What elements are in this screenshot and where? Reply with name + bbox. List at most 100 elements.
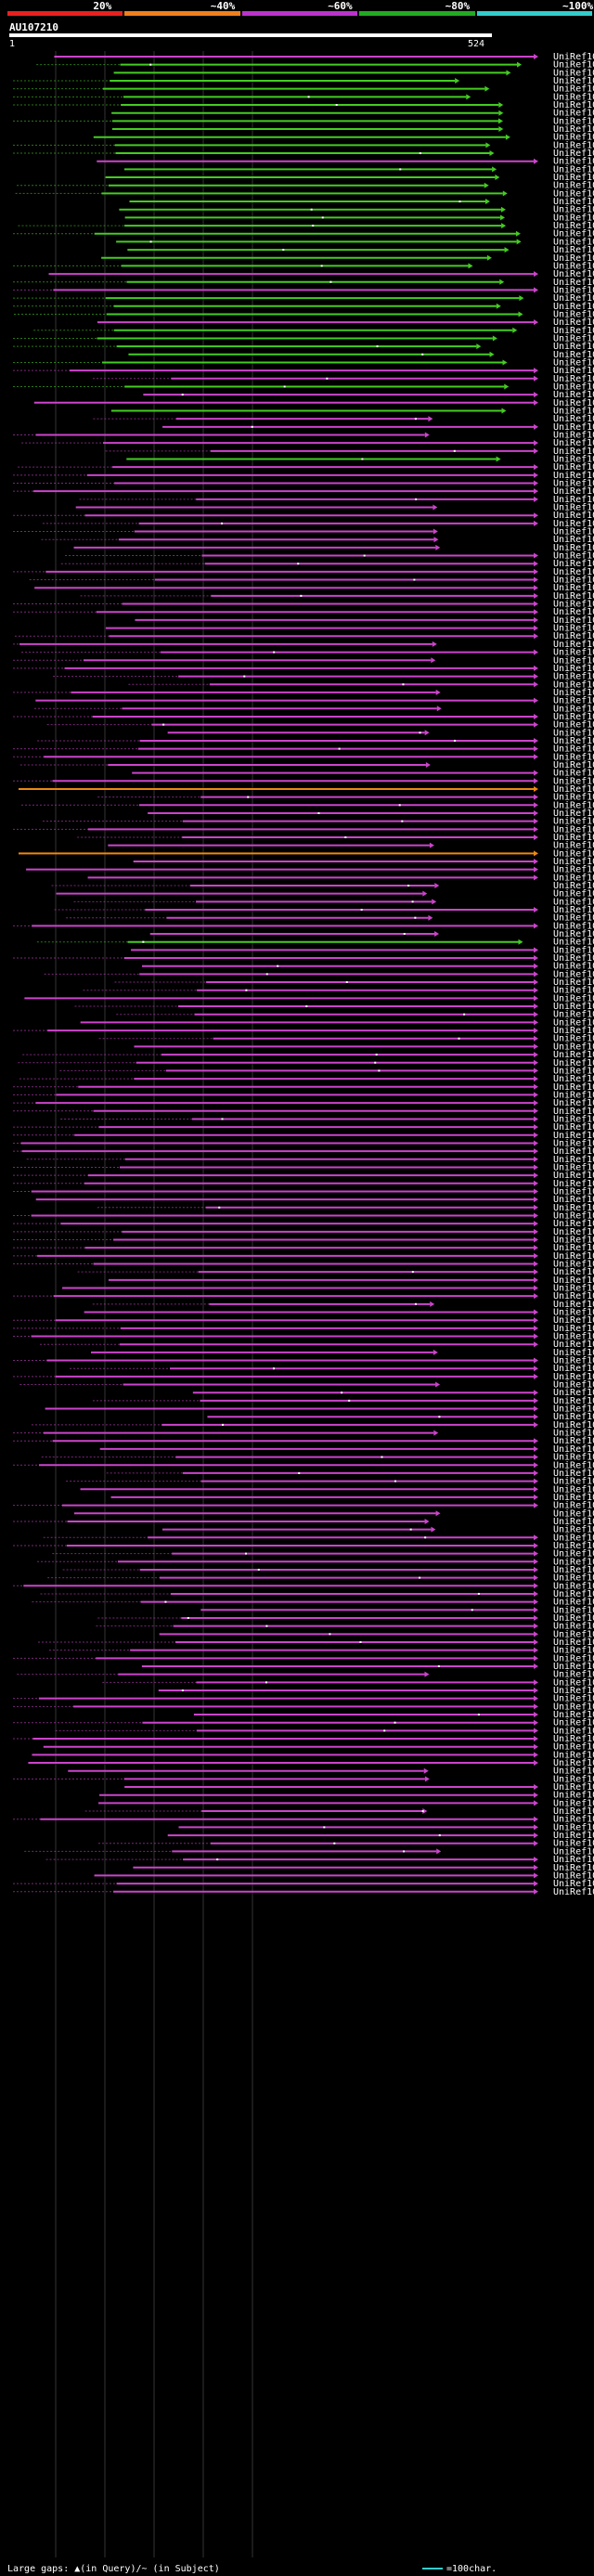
hit-label[interactable]: UniRef100_B4NDA2	[553, 1734, 594, 1744]
hit-label[interactable]: UniRef100_A1DE36	[553, 857, 594, 867]
hit-label[interactable]: UniRef100_C5FIJ8	[553, 696, 594, 706]
hit-label[interactable]: UniRef100_UPI000...	[553, 938, 594, 948]
hit-label[interactable]: UniRef100_C0F6X1	[553, 1469, 594, 1479]
hit-label[interactable]: UniRef100_UPI000...	[553, 817, 594, 827]
hit-label[interactable]: UniRef100_Q95T37	[553, 1767, 594, 1777]
hit-label[interactable]: UniRef100_UPI000...	[553, 68, 594, 78]
hit-label[interactable]: UniRef100_UPI000...	[553, 309, 594, 319]
hit-label[interactable]: UniRef100_A4RW36	[553, 1131, 594, 1141]
hit-label[interactable]: UniRef100_B3MEQ4	[553, 600, 594, 610]
hit-label[interactable]: UniRef100_Q9DK39	[553, 213, 594, 223]
hit-label[interactable]: UniRef100_B3NUK0	[553, 1742, 594, 1753]
hit-label[interactable]: UniRef100_C3U7I7	[553, 1846, 594, 1857]
hit-label[interactable]: UniRef100_A9VYM9	[553, 382, 594, 392]
hit-label[interactable]: UniRef100_Q6BFF5	[553, 1453, 594, 1463]
hit-label[interactable]: UniRef100_Q6P1T7	[553, 881, 594, 891]
hit-label[interactable]: UniRef100_UPI000...	[553, 1677, 594, 1688]
hit-label[interactable]: UniRef100_B4PVN0	[553, 913, 594, 924]
hit-label[interactable]: UniRef100_Q7T350	[553, 1267, 594, 1277]
hit-label[interactable]: UniRef100_Q5NZ22	[553, 245, 594, 255]
hit-label[interactable]: UniRef100_Q5KDG2	[553, 945, 594, 955]
hit-label[interactable]: UniRef100_C5U4V9	[553, 1831, 594, 1841]
hit-label[interactable]: UniRef100_A1L3Q0	[553, 1275, 594, 1286]
hit-label[interactable]: UniRef100_B5EZN0	[553, 1210, 594, 1221]
hit-label[interactable]: UniRef100_A2N6A7	[553, 253, 594, 264]
hit-label[interactable]: UniRef100_Q5DDU1	[553, 205, 594, 215]
hit-label[interactable]: UniRef100_C1E1Z8	[553, 1300, 594, 1310]
hit-label[interactable]: UniRef100_Q1MW49	[553, 1050, 594, 1060]
hit-label[interactable]: UniRef100_B5TZF1	[553, 1186, 594, 1197]
hit-label[interactable]: UniRef100_A8HM37	[553, 543, 594, 553]
hit-label[interactable]: UniRef100_C5M3P9	[553, 471, 594, 481]
hit-label[interactable]: UniRef100_UPI000...	[553, 390, 594, 400]
hit-label[interactable]: UniRef100_UPI000...	[553, 1557, 594, 1567]
hit-label[interactable]: UniRef100_C5RTI2	[553, 1010, 594, 1020]
hit-label[interactable]: UniRef100_B6TIC6	[553, 1653, 594, 1663]
hit-label[interactable]: UniRef100_UPI000...	[553, 672, 594, 682]
hit-label[interactable]: UniRef100_A3LX28	[553, 535, 594, 545]
hit-label[interactable]: UniRef100_UPI000...	[553, 302, 594, 312]
hit-label[interactable]: UniRef100_Q9S9X2	[553, 519, 594, 529]
hit-label[interactable]: UniRef100_UPI000...	[553, 969, 594, 979]
hit-label[interactable]: UniRef100_A4PFG0	[553, 977, 594, 988]
hit-label[interactable]: UniRef100_A2VCJ6	[553, 116, 594, 126]
hit-label[interactable]: UniRef100_A6SS75	[553, 511, 594, 521]
hit-label[interactable]: UniRef100_B2AS40	[553, 486, 594, 497]
hit-label[interactable]: UniRef100_A7NWT3	[553, 1396, 594, 1406]
hit-label[interactable]: UniRef100_C5D2S9	[553, 1726, 594, 1736]
hit-label[interactable]: UniRef100_UPI000...	[553, 986, 594, 996]
hit-label[interactable]: UniRef100_A2XMW7	[553, 1444, 594, 1455]
hit-label[interactable]: UniRef100_UPI000...	[553, 1324, 594, 1334]
hit-label[interactable]: UniRef100_A6N7C0	[553, 430, 594, 440]
hit-label[interactable]: UniRef100_C1C1L9	[553, 366, 594, 376]
hit-label[interactable]: UniRef100_C5G172	[553, 1243, 594, 1253]
hit-label[interactable]: UniRef100_B0LMB6	[553, 1332, 594, 1342]
hit-label[interactable]: UniRef100_UPI000...	[553, 1122, 594, 1133]
hit-label[interactable]: UniRef100_C1BNU8	[553, 374, 594, 384]
hit-label[interactable]: UniRef100_UPI000...	[553, 1380, 594, 1391]
hit-label[interactable]: UniRef100_C7F9F4	[553, 1291, 594, 1301]
hit-label[interactable]: UniRef100_C0S725	[553, 1162, 594, 1172]
hit-label[interactable]: UniRef100_UPI000...	[553, 317, 594, 328]
hit-label[interactable]: UniRef100_Q5UV96	[553, 993, 594, 1003]
hit-label[interactable]: UniRef100_UPI000...	[553, 1565, 594, 1575]
hit-label[interactable]: UniRef100_A9VVU8	[553, 1203, 594, 1213]
hit-label[interactable]: UniRef100_Q6DFN7	[553, 655, 594, 666]
hit-label[interactable]: UniRef100_Q5B0G7	[553, 688, 594, 698]
hit-label[interactable]: UniRef100_C6K1H6	[553, 1429, 594, 1439]
hit-label[interactable]: UniRef100_Q6PLQ1	[553, 406, 594, 416]
hit-label[interactable]: UniRef100_Q5R8M0	[553, 181, 594, 191]
hit-label[interactable]: UniRef100_UPI000...	[553, 133, 594, 143]
hit-label[interactable]: UniRef100_C5SNH0	[553, 624, 594, 634]
hit-label[interactable]: UniRef100_B1GQP6	[553, 1791, 594, 1801]
hit-label[interactable]: UniRef100_C5WWR6	[553, 1436, 594, 1446]
hit-label[interactable]: UniRef100_B9PJ16	[553, 664, 594, 674]
hit-label[interactable]: UniRef100_C7ZA23	[553, 929, 594, 939]
hit-label[interactable]: UniRef100_A5K0Y7	[553, 1573, 594, 1584]
hit-label[interactable]: UniRef100_UPI000...	[553, 1227, 594, 1237]
hit-label[interactable]: UniRef100_UPI000...	[553, 567, 594, 577]
hit-label[interactable]: UniRef100_C3YWE7	[553, 76, 594, 86]
hit-label[interactable]: UniRef100_B6T5N6	[553, 1718, 594, 1728]
hit-label[interactable]: UniRef100_Q8I4U9	[553, 1251, 594, 1262]
hit-label[interactable]: UniRef100_B9V4B1	[553, 1074, 594, 1084]
hit-label[interactable]: UniRef100_A2YMK0	[553, 1405, 594, 1415]
hit-label[interactable]: UniRef100_B0BE60	[553, 1670, 594, 1680]
hit-label[interactable]: UniRef100_B8MD35	[553, 1613, 594, 1624]
hit-label[interactable]: UniRef100_Q9HEP7	[553, 752, 594, 762]
hit-label[interactable]: UniRef100_Q4R8R2	[553, 1066, 594, 1076]
hit-label[interactable]: UniRef100_Q5FX90	[553, 350, 594, 360]
hit-label[interactable]: UniRef100_UPI000...	[553, 1525, 594, 1535]
hit-label[interactable]: UniRef100_Q1L271	[553, 784, 594, 795]
hit-label[interactable]: UniRef100_B4HPV7	[553, 1815, 594, 1825]
hit-label[interactable]: UniRef100_UPI000...	[553, 648, 594, 658]
hit-label[interactable]: UniRef100_A7RKF0	[553, 60, 594, 71]
hit-label[interactable]: UniRef100_Q5BYF3	[553, 1460, 594, 1470]
hit-label[interactable]: UniRef100_UPI000...	[553, 1179, 594, 1189]
hit-label[interactable]: UniRef100_B9R9A6	[553, 1002, 594, 1012]
hit-label[interactable]: UniRef100_A7PUE0	[553, 1758, 594, 1768]
hit-label[interactable]: UniRef100_A7SFS5	[553, 1235, 594, 1245]
hit-label[interactable]: UniRef100_B9PRX8	[553, 1863, 594, 1873]
hit-label[interactable]: UniRef100_B5CB69	[553, 414, 594, 424]
hit-label[interactable]: UniRef100_Q9K191	[553, 357, 594, 368]
